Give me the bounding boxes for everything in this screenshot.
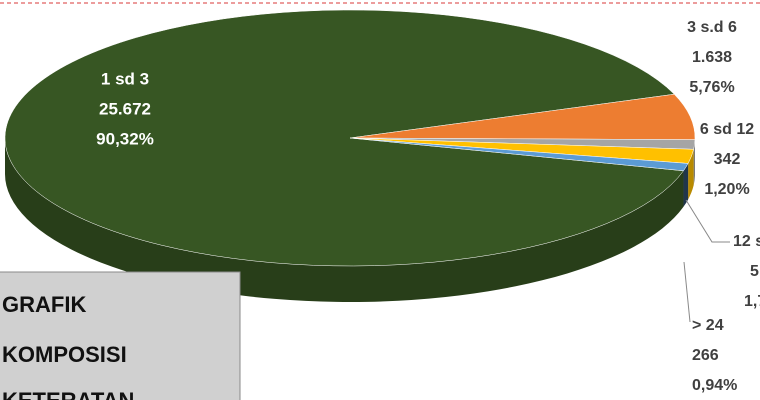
value-label: 0,94% — [692, 377, 737, 394]
pie-slice — [349, 137, 689, 172]
count-label: 25.672 — [99, 99, 151, 118]
leader-line — [685, 199, 730, 243]
category-label: 6 sd 12 — [700, 121, 754, 138]
value-label: 90,32% — [96, 129, 154, 148]
count-label: 342 — [714, 151, 741, 168]
count-label: 1.638 — [692, 49, 732, 66]
pie-side — [5, 138, 684, 303]
pie-side — [683, 163, 689, 207]
pie-side — [688, 149, 694, 200]
value-label: 1,20% — [704, 181, 749, 198]
title-box — [0, 271, 241, 400]
value-label: 1,7 — [744, 293, 760, 310]
pie-slice — [349, 93, 696, 140]
category-label: 12 s — [733, 233, 760, 250]
title-line: GRAFIK — [2, 292, 86, 317]
category-label: 3 s.d 6 — [687, 19, 737, 36]
value-label: 5,76% — [689, 79, 734, 96]
pie-slice — [4, 9, 684, 267]
count-label: 5 — [750, 263, 759, 280]
title-line: KETERATAN — [2, 388, 134, 400]
count-label: 266 — [692, 347, 719, 364]
pie — [4, 9, 696, 303]
leader-line — [683, 261, 691, 323]
labels: 1 sd 3 25.672 90,32% 3 s.d 6 1.638 5,76% 6 sd … — [96, 19, 760, 394]
category-label: > 24 — [692, 317, 724, 334]
title-line: KOMPOSISI — [2, 342, 127, 367]
pie-side — [693, 139, 695, 186]
category-label: 1 sd 3 — [101, 69, 149, 88]
